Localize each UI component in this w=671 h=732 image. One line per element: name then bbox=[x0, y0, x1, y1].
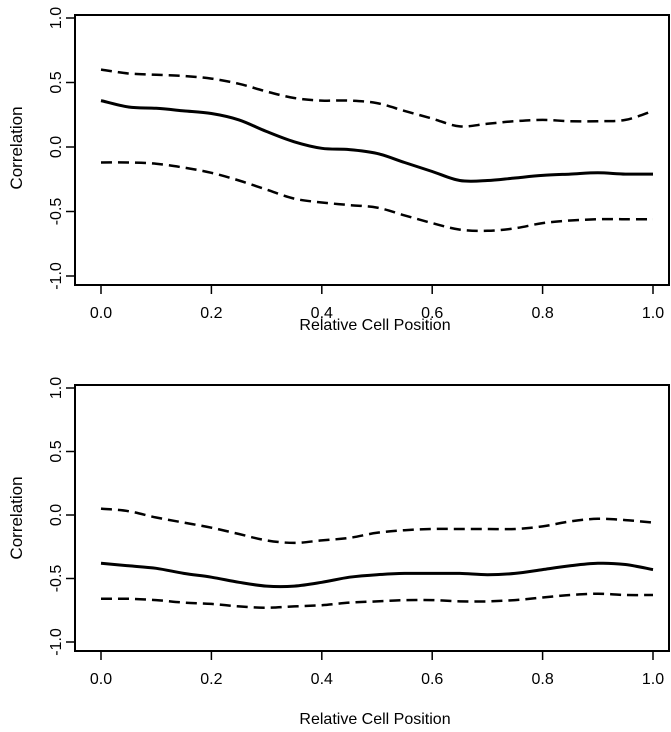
confidence-band-line bbox=[100, 592, 654, 609]
x-tick-label: 0.8 bbox=[531, 671, 553, 688]
x-tick-label: 1.0 bbox=[642, 305, 664, 322]
confidence-band-line bbox=[100, 68, 654, 128]
bottom-panel: Correlation Relative Cell Position 0.0 0.… bbox=[7, 377, 670, 728]
x-tick-label: 0.4 bbox=[311, 671, 333, 688]
x-axis-title: Relative Cell Position bbox=[299, 711, 450, 728]
x-tick-label: 0.2 bbox=[200, 305, 222, 322]
y-tick-label: 1.0 bbox=[48, 377, 65, 399]
y-tick-label: -1.0 bbox=[48, 628, 65, 656]
y-tick-label: 0.0 bbox=[48, 136, 65, 158]
plot-frame bbox=[74, 384, 670, 652]
confidence-band-line bbox=[100, 507, 654, 545]
x-tick-label: 1.0 bbox=[642, 671, 664, 688]
x-tick-label: 0.6 bbox=[421, 671, 443, 688]
y-tick-label: 1.0 bbox=[48, 7, 65, 29]
x-tick-label: 0.8 bbox=[531, 305, 553, 322]
top-panel: Correlation Relative Cell Position 0.0 0.… bbox=[7, 7, 670, 334]
plot-frame bbox=[74, 14, 670, 286]
x-tick-label: 0.0 bbox=[90, 305, 112, 322]
x-tick-label: 0.4 bbox=[311, 305, 333, 322]
estimate-line bbox=[100, 561, 654, 589]
y-axis-title: Correlation bbox=[7, 476, 26, 559]
y-axis-title: Correlation bbox=[7, 106, 26, 189]
y-tick-label: -1.0 bbox=[48, 262, 65, 290]
x-tick-label: 0.6 bbox=[421, 305, 443, 322]
x-tick-label: 0.2 bbox=[200, 671, 222, 688]
y-tick-label: -0.5 bbox=[48, 198, 65, 226]
estimate-line bbox=[100, 99, 654, 183]
y-tick-label: 0.5 bbox=[48, 71, 65, 93]
x-tick-label: 0.0 bbox=[90, 671, 112, 688]
confidence-band-line bbox=[100, 161, 653, 233]
y-tick-label: 0.0 bbox=[48, 504, 65, 526]
y-tick-label: -0.5 bbox=[48, 565, 65, 593]
x-axis-title: Relative Cell Position bbox=[299, 317, 450, 334]
y-tick-label: 0.5 bbox=[48, 440, 65, 462]
